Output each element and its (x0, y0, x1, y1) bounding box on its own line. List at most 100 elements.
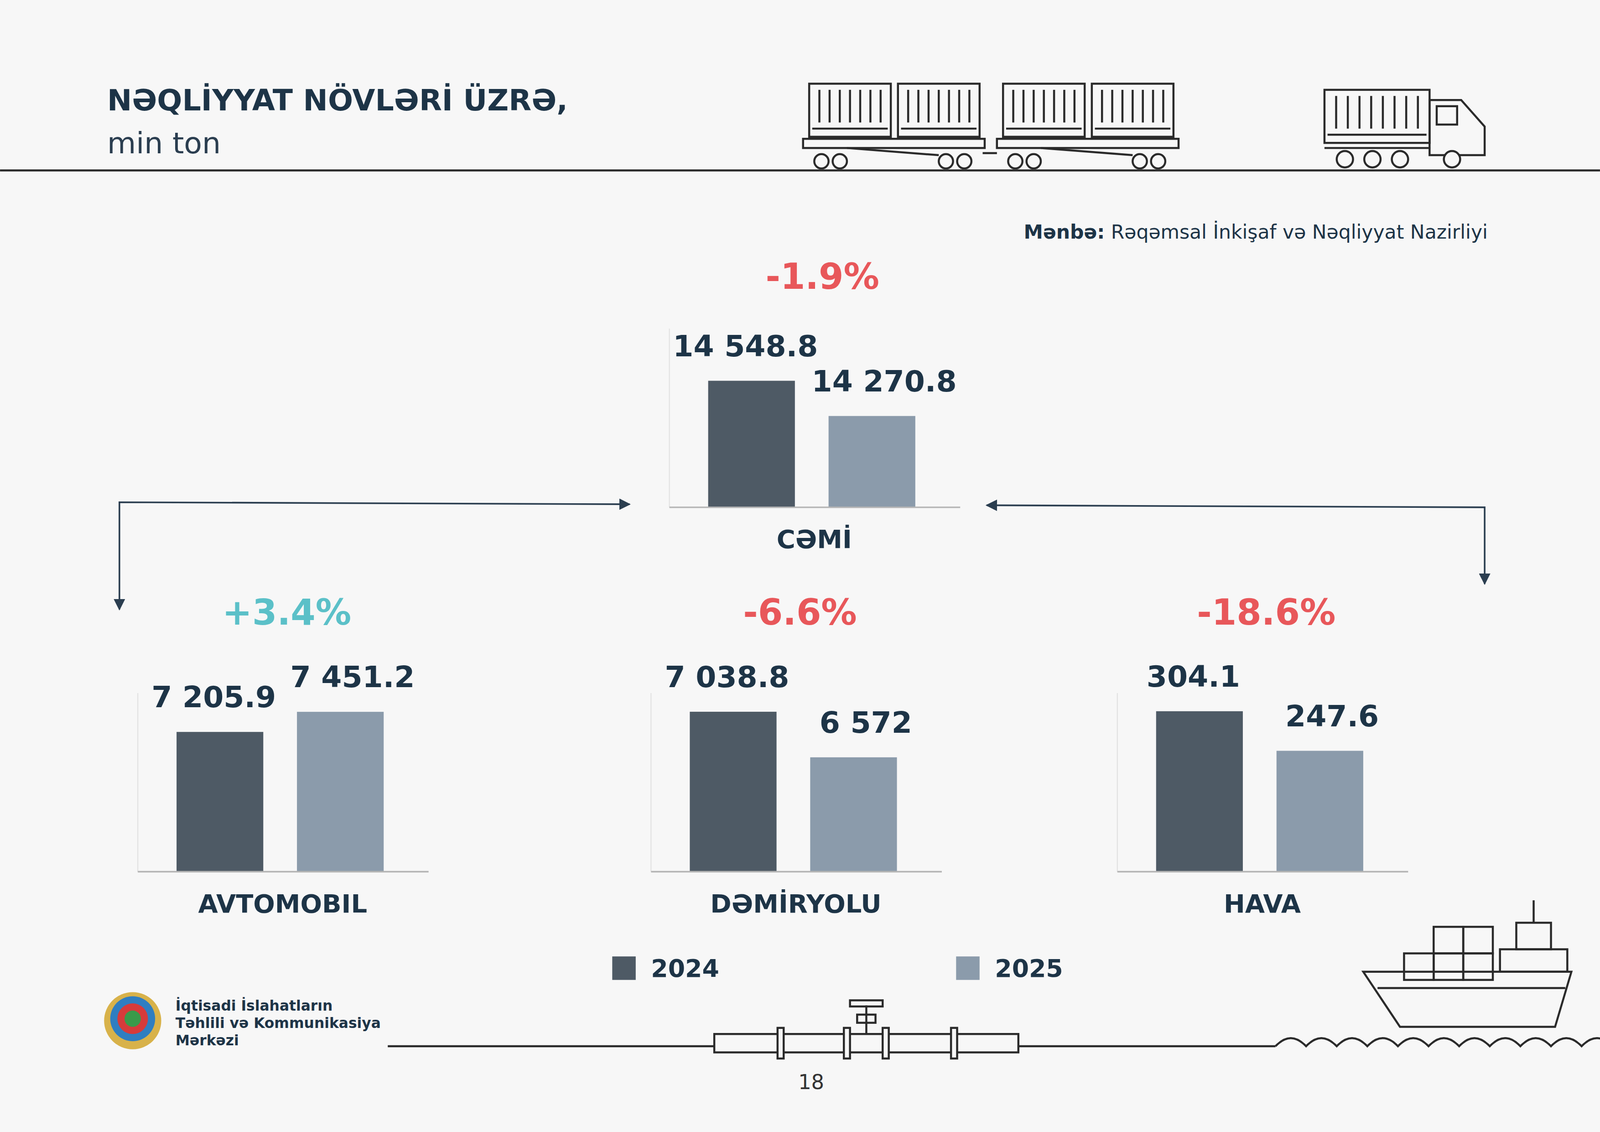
wheel (957, 154, 972, 169)
category-label: AVTOMOBIL (197, 888, 368, 919)
container-rib (1327, 133, 1427, 136)
container-rib (879, 89, 882, 123)
container-rib (1346, 95, 1349, 129)
baseline (650, 870, 942, 873)
data-label: 14 270.8 (811, 363, 957, 399)
bar (828, 415, 916, 508)
data-label: 304.1 (1146, 659, 1241, 694)
bar (689, 711, 777, 872)
wheel (832, 154, 847, 169)
category-label: CƏMİ (776, 524, 852, 554)
chart-panel: 7 038.86 572DƏMİRYOLU-6.6% (650, 591, 942, 919)
baseline (137, 870, 429, 873)
bars (1156, 711, 1364, 872)
wheel (1336, 150, 1354, 168)
wheel (1364, 150, 1381, 168)
chart-panel: 304.1247.6HAVA-18.6% (1117, 591, 1409, 919)
value-axis (137, 692, 139, 872)
container-rib (1152, 89, 1154, 123)
legend-label: 2024 (650, 953, 719, 983)
container-rib (1358, 95, 1361, 129)
container-rib (937, 89, 940, 123)
ship-mast (1532, 899, 1535, 923)
container-rib (1405, 95, 1408, 129)
container-rib (1022, 89, 1025, 123)
bar (176, 731, 264, 872)
organization-name: İqtisadi İslahatların (175, 996, 333, 1014)
container-rib (1131, 89, 1134, 123)
data-label: 7 038.8 (664, 659, 790, 694)
legend: 2024 2025 (612, 953, 1063, 983)
change-annotation: -6.6% (742, 591, 858, 633)
ship-container (1433, 952, 1464, 980)
page: NƏQLİYYAT NÖVLƏRİ ÜZRƏ,min tonMənbə: Rəq… (0, 0, 1600, 1132)
container-rib (900, 127, 977, 130)
wheel (1132, 154, 1147, 169)
ship-container (1463, 926, 1493, 953)
valve-body (857, 1014, 876, 1023)
wheel (814, 154, 829, 169)
title: NƏQLİYYAT NÖVLƏRİ ÜZRƏ, (107, 83, 568, 118)
container-rib (907, 89, 910, 123)
container-rib (838, 89, 841, 123)
container-rib (1073, 89, 1076, 123)
chart-panel: 14 548.814 270.8CƏMİ-1.9% (669, 255, 961, 554)
header-rule (0, 169, 1600, 172)
container-rib (1032, 89, 1035, 123)
container-rib (848, 89, 851, 123)
arrow-right (986, 504, 1485, 584)
container-rib (859, 89, 862, 123)
container-rib (1063, 89, 1065, 123)
source-text: Rəqəmsal İnkişaf və Nəqliyyat Nazirliyi (1104, 220, 1488, 244)
bar (1276, 750, 1364, 872)
subtitle: min ton (107, 125, 221, 161)
container-rib (1162, 89, 1164, 123)
pipe (714, 1033, 1019, 1052)
data-label: 6 572 (819, 705, 913, 740)
bar (810, 757, 897, 872)
container-rib (958, 89, 961, 123)
ground-line (1018, 1044, 1276, 1047)
bars (176, 711, 384, 872)
legend-label: 2025 (994, 953, 1063, 983)
baseline (669, 506, 961, 508)
ship-container (1463, 952, 1493, 980)
container-rib (917, 89, 920, 123)
container-rib (828, 89, 831, 123)
container-rib (968, 89, 971, 123)
wheel (1007, 154, 1023, 169)
container-rib (1121, 89, 1124, 123)
icons (387, 83, 1600, 1058)
waves (1275, 1037, 1600, 1046)
bar (1156, 711, 1243, 872)
container-rib (1006, 127, 1082, 130)
emblem-ring (110, 995, 156, 1041)
ship-container (1433, 926, 1464, 953)
organization-name: Təhlili və Kommunikasiya (175, 1014, 381, 1031)
bar (708, 380, 795, 508)
pipe-joint (777, 1027, 784, 1059)
ship-deck (1377, 986, 1566, 989)
value-axis (669, 328, 671, 508)
wheel (938, 154, 953, 169)
wheel (1151, 154, 1166, 169)
container-rib (1095, 127, 1171, 130)
bar (296, 711, 384, 872)
emblem-mid (117, 1002, 148, 1034)
container-rib (812, 127, 889, 130)
container-icon (1002, 83, 1085, 137)
container-rib (1101, 89, 1103, 123)
chart-panel: 7 205.97 451.2AVTOMOBIL+3.4% (137, 591, 429, 919)
data-label: 7 451.2 (290, 659, 416, 694)
truck-frame (1324, 146, 1430, 149)
baseline (1117, 870, 1409, 873)
emblem-core (124, 1010, 141, 1027)
pipe-joint (882, 1027, 889, 1059)
coupler (982, 151, 997, 154)
ship-cabin (1500, 949, 1568, 972)
container-rib (947, 89, 950, 123)
container-rib (869, 89, 872, 123)
data-label: 14 548.8 (672, 328, 818, 364)
category-label: HAVA (1223, 888, 1301, 919)
wheel (1026, 154, 1041, 169)
